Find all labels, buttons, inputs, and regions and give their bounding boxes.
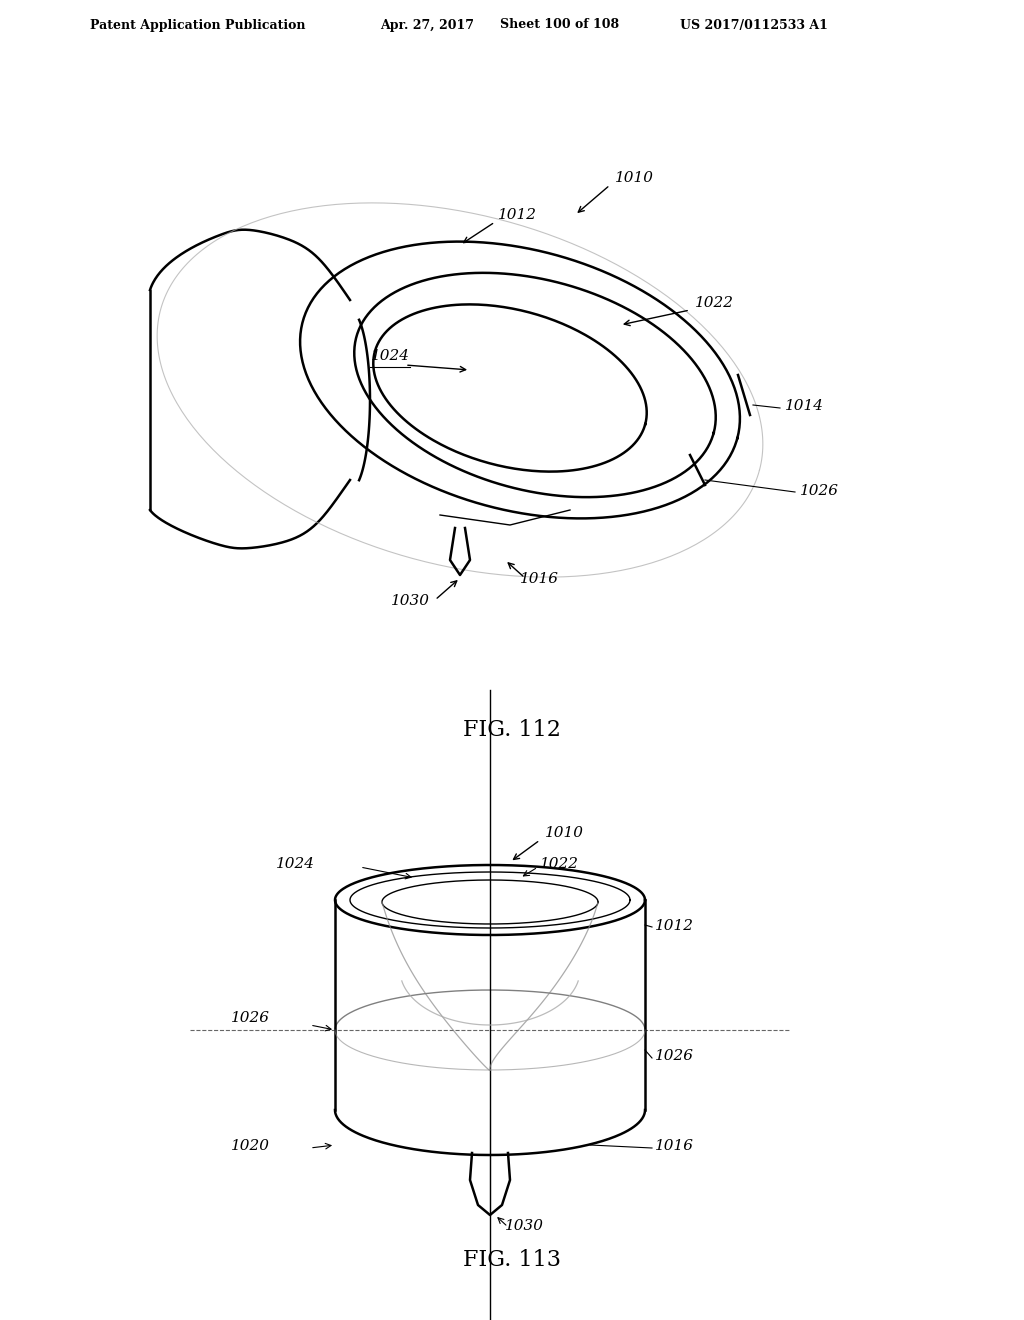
Text: 1016: 1016	[520, 572, 559, 586]
Text: Apr. 27, 2017: Apr. 27, 2017	[380, 18, 474, 32]
Text: 1030: 1030	[505, 1218, 544, 1233]
Text: 1012: 1012	[498, 209, 537, 222]
Text: FIG. 113: FIG. 113	[463, 1249, 561, 1271]
Text: 1030: 1030	[390, 594, 429, 609]
Text: 1020: 1020	[231, 1139, 270, 1152]
Text: 1016: 1016	[655, 1139, 694, 1152]
Text: 1022: 1022	[540, 857, 579, 871]
Text: Patent Application Publication: Patent Application Publication	[90, 18, 305, 32]
Text: 1022: 1022	[695, 296, 734, 310]
Text: 1026: 1026	[231, 1011, 270, 1026]
Text: 1026: 1026	[800, 484, 839, 498]
Text: 1014: 1014	[785, 399, 824, 413]
Text: 1024: 1024	[371, 348, 410, 363]
Text: 1012: 1012	[655, 919, 694, 933]
Text: Sheet 100 of 108: Sheet 100 of 108	[500, 18, 620, 32]
Text: 1010: 1010	[545, 826, 584, 840]
Text: FIG. 112: FIG. 112	[463, 719, 561, 741]
Text: 1010: 1010	[615, 172, 654, 185]
Text: US 2017/0112533 A1: US 2017/0112533 A1	[680, 18, 827, 32]
Text: 1026: 1026	[655, 1049, 694, 1063]
Text: 1024: 1024	[276, 857, 315, 871]
